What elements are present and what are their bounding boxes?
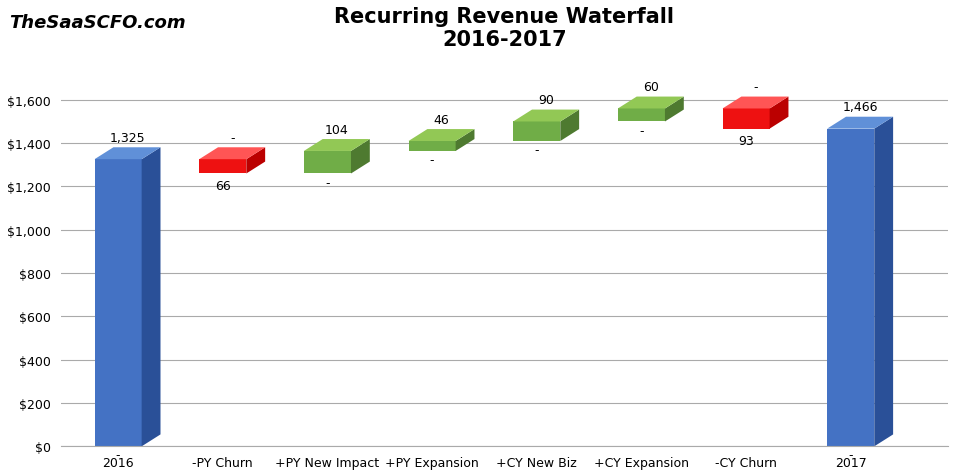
Polygon shape [351,140,370,174]
Text: -: - [230,132,234,145]
Polygon shape [456,130,475,152]
Text: 46: 46 [434,114,450,127]
Text: 1,466: 1,466 [842,101,878,114]
Title: Recurring Revenue Waterfall
2016-2017: Recurring Revenue Waterfall 2016-2017 [334,7,674,50]
Text: 93: 93 [738,135,753,148]
Text: 1,325: 1,325 [110,132,145,145]
Polygon shape [561,110,579,142]
Polygon shape [95,148,160,160]
Text: -: - [639,124,644,138]
Text: -: - [848,448,853,462]
Polygon shape [770,98,789,129]
Polygon shape [200,160,246,174]
Polygon shape [723,98,789,109]
Polygon shape [723,109,770,129]
Polygon shape [409,142,456,152]
Polygon shape [409,130,475,142]
Text: TheSaaSCFO.com: TheSaaSCFO.com [10,14,186,32]
Polygon shape [304,152,351,174]
Polygon shape [513,122,561,142]
Text: -: - [753,81,757,94]
Polygon shape [874,118,893,446]
Text: 90: 90 [539,94,554,107]
Text: -: - [430,154,435,167]
Text: 60: 60 [643,81,659,94]
Polygon shape [95,160,141,446]
Polygon shape [304,140,370,152]
Polygon shape [618,109,665,122]
Text: 104: 104 [325,124,349,137]
Text: -: - [325,176,329,189]
Text: 66: 66 [215,179,231,192]
Text: -: - [535,144,539,157]
Polygon shape [665,98,684,122]
Polygon shape [827,118,893,129]
Text: -: - [116,448,120,462]
Polygon shape [513,110,579,122]
Polygon shape [141,148,160,446]
Polygon shape [200,148,265,160]
Polygon shape [827,129,874,446]
Polygon shape [618,98,684,109]
Polygon shape [246,148,265,174]
